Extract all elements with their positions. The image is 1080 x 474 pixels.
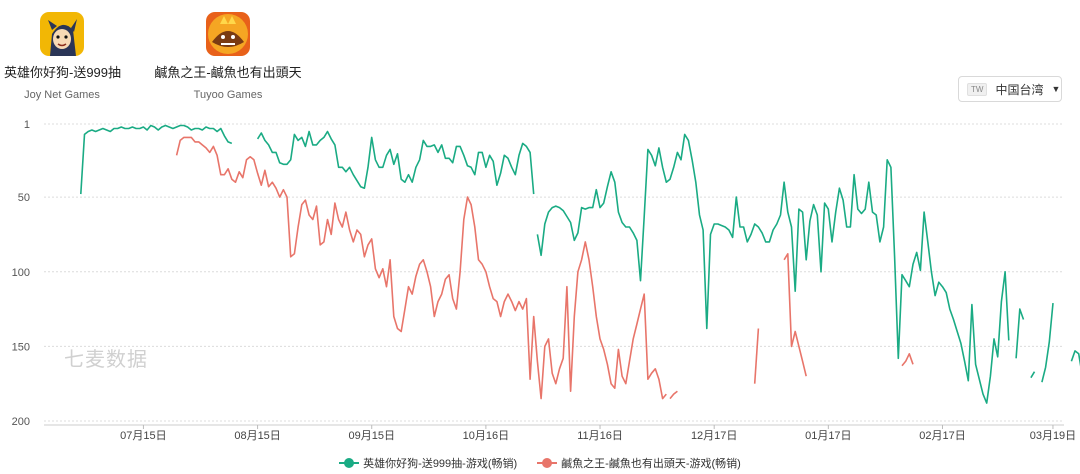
legend-item-hero-dog[interactable]: 英雄你好狗-送999抽-游戏(畅销) bbox=[339, 455, 517, 471]
chevron-down-icon: ▼ bbox=[1051, 84, 1061, 94]
app-name: 英雄你好狗-送999抽 bbox=[4, 65, 122, 80]
series-line-hero-dog bbox=[1041, 303, 1054, 383]
series-layer bbox=[80, 124, 1080, 404]
series-line-hero-dog bbox=[1030, 371, 1036, 379]
region-label: 中国台湾 bbox=[995, 82, 1044, 97]
app-card-salted-fish-king[interactable]: 鹹魚之王-鹹魚也有出頭天 Tuyoo Games bbox=[150, 12, 306, 101]
legend-label: 英雄你好狗-送999抽-游戏(畅销) bbox=[363, 458, 518, 470]
legend-swatch-icon bbox=[339, 458, 360, 468]
x-tick-label: 11月16日 bbox=[577, 430, 623, 442]
series-line-hero-dog bbox=[256, 130, 535, 195]
legend-swatch-icon bbox=[537, 458, 558, 468]
series-line-salted-fish-king bbox=[753, 328, 760, 384]
series-line-salted-fish-king bbox=[783, 253, 807, 377]
series-line-salted-fish-king bbox=[669, 390, 678, 400]
series-line-hero-dog bbox=[1070, 350, 1080, 367]
chart-legend: 英雄你好狗-送999抽-游戏(畅销) 鹹魚之王-鹹魚也有出頭天-游戏(畅销) bbox=[0, 455, 1080, 471]
region-code-badge: TW bbox=[967, 82, 988, 96]
salted-fish-king-app-icon[interactable] bbox=[206, 12, 250, 56]
hero-dog-app-icon[interactable] bbox=[40, 12, 84, 56]
app-developer: Tuyoo Games bbox=[193, 89, 263, 101]
watermark: 七麦数据 bbox=[64, 349, 148, 371]
y-tick-label: 150 bbox=[12, 341, 30, 353]
y-tick-label: 100 bbox=[12, 267, 30, 279]
x-tick-label: 10月16日 bbox=[463, 430, 509, 442]
y-tick-label: 200 bbox=[12, 416, 30, 428]
app-developer: Joy Net Games bbox=[24, 89, 100, 101]
series-line-hero-dog bbox=[80, 124, 233, 195]
x-tick-label: 12月17日 bbox=[691, 430, 737, 442]
x-tick-label: 08月15日 bbox=[234, 430, 280, 442]
legend-label: 鹹魚之王-鹹魚也有出頭天-游戏(畅销) bbox=[561, 458, 741, 470]
x-tick-label: 09月15日 bbox=[348, 430, 394, 442]
x-tick-label: 07月15日 bbox=[120, 430, 166, 442]
series-line-hero-dog bbox=[1015, 308, 1025, 359]
app-name: 鹹魚之王-鹹魚也有出頭天 bbox=[154, 65, 302, 80]
region-select[interactable]: TW 中国台湾 ▼ bbox=[958, 76, 1062, 102]
series-line-hero-dog bbox=[536, 133, 1010, 404]
x-tick-label: 01月17日 bbox=[805, 430, 851, 442]
y-tick-label: 50 bbox=[18, 192, 30, 204]
series-line-salted-fish-king bbox=[175, 136, 667, 400]
series-line-salted-fish-king bbox=[901, 352, 914, 367]
x-tick-label: 02月17日 bbox=[919, 430, 965, 442]
legend-item-salted-fish-king[interactable]: 鹹魚之王-鹹魚也有出頭天-游戏(畅销) bbox=[537, 455, 741, 471]
y-tick-label: 1 bbox=[24, 119, 30, 131]
grid-layer bbox=[44, 123, 1064, 422]
x-tick-label: 03月19日 bbox=[1030, 430, 1076, 442]
app-card-hero-dog[interactable]: 英雄你好狗-送999抽 Joy Net Games bbox=[4, 12, 122, 101]
